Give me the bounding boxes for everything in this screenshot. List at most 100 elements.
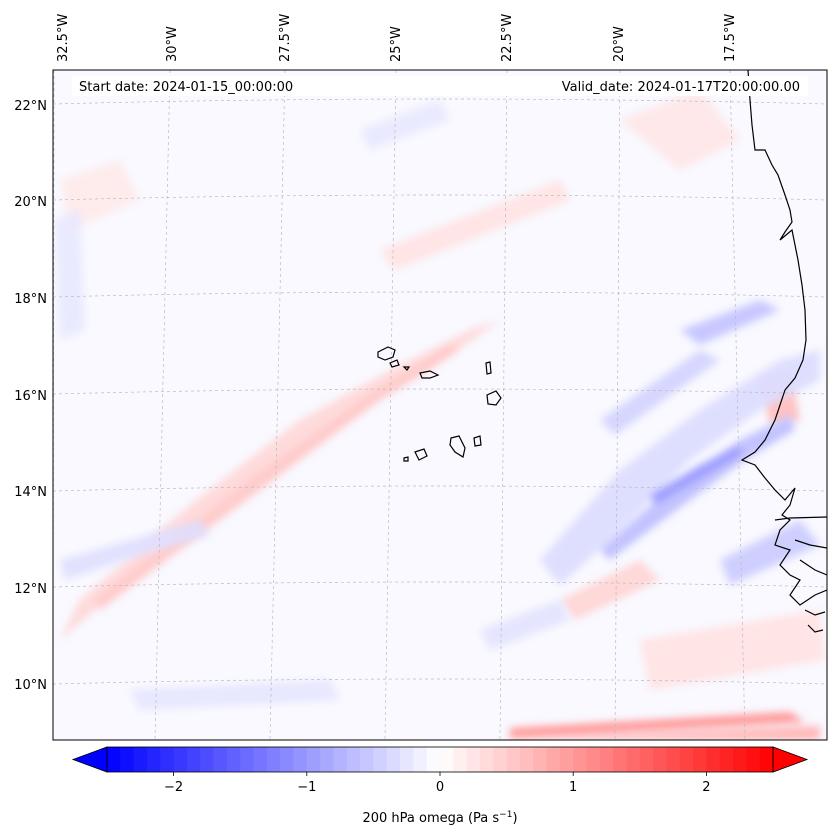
colorbar-cell — [373, 747, 388, 772]
lat-label-14n: 14°N — [14, 485, 47, 500]
colorbar-cell — [186, 747, 201, 772]
colorbar-cell — [693, 747, 707, 772]
colorbar-cell — [413, 747, 428, 772]
lat-label-18n: 18°N — [14, 292, 47, 307]
meridian-17-5w — [729, 70, 746, 740]
meridian-27-5w — [269, 70, 286, 740]
cape-verde-santa-luzia — [402, 366, 411, 371]
lon-label-27-5w: 27.5°W — [278, 14, 293, 62]
colorbar-tick-label: 1 — [569, 780, 577, 795]
colorbar-cell — [120, 747, 135, 772]
colorbar-cell — [666, 747, 681, 772]
colorbar-cell — [519, 747, 534, 772]
colorbar-cell — [346, 747, 361, 772]
meridian-25w — [384, 70, 397, 740]
parallel-16n — [53, 388, 827, 395]
date-header-box — [72, 76, 808, 96]
colorbar-cell — [453, 747, 468, 772]
map-frame — [52, 69, 828, 741]
parallel-20n — [53, 194, 827, 201]
cape-verde-sao-vicente — [389, 359, 400, 368]
lat-label-16n: 16°N — [14, 389, 47, 404]
colorbar-extend-max — [772, 746, 809, 773]
lon-label-30w: 30°W — [165, 26, 180, 62]
colorbar-tick-label: −2 — [164, 780, 183, 795]
colorbar-cell — [639, 747, 654, 772]
colorbar-cell — [173, 747, 188, 772]
colorbar-ticks: −2 −1 0 1 2 — [164, 772, 711, 795]
colorbar-tick-label: 0 — [436, 780, 444, 795]
parallel-22n — [53, 98, 827, 105]
omega-field-negative — [55, 100, 820, 710]
colorbar-cell — [320, 747, 334, 772]
latitude-labels: 22°N 20°N 18°N 16°N 14°N 12°N 10°N — [14, 99, 47, 693]
colorbar-cell — [426, 747, 441, 772]
colorbar-cell — [559, 747, 574, 772]
colorbar-cell — [146, 747, 161, 772]
start-date-label: Start date: 2024-01-15_00:00:00 — [79, 80, 293, 95]
colorbar-cell — [280, 747, 294, 772]
colorbar-cells — [107, 747, 774, 772]
colorbar-cell — [466, 747, 481, 772]
meridian-20w — [614, 70, 621, 740]
colorbar-label-close: ) — [512, 811, 517, 826]
colorbar-cell — [586, 747, 601, 772]
cape-verde-santiago — [449, 435, 466, 458]
colorbar-cell — [733, 747, 747, 772]
lon-label-25w: 25°W — [389, 26, 404, 62]
colorbar-cell — [360, 747, 374, 772]
lon-label-20w: 20°W — [612, 26, 627, 62]
colorbar-cell — [573, 747, 587, 772]
colorbar-cell — [160, 747, 174, 772]
cape-verde-santo-antao — [377, 346, 396, 361]
colorbar-cell — [759, 747, 774, 772]
omega-field — [55, 90, 825, 740]
cape-verde-sao-nicolau — [419, 370, 440, 379]
colorbar-cell — [386, 747, 401, 772]
parallel-18n — [53, 291, 827, 298]
colorbar-cell — [533, 747, 547, 772]
cape-verde-sal — [485, 361, 492, 375]
date-header: Start date: 2024-01-15_00:00:00 Valid_da… — [72, 76, 808, 96]
colorbar-cell — [746, 747, 761, 772]
colorbar-cell — [333, 747, 348, 772]
colorbar-cell — [653, 747, 667, 772]
colorbar-cell — [613, 747, 627, 772]
colorbar-extend-min — [71, 746, 108, 773]
colorbar-cell — [440, 747, 454, 772]
colorbar-cell — [493, 747, 507, 772]
colorbar-tick-label: −1 — [297, 780, 316, 795]
map-panel: Start date: 2024-01-15_00:00:00 Valid_da… — [52, 69, 828, 741]
colorbar: −2 −1 0 1 2 200 hPa omega (Pa s−1) — [71, 746, 809, 826]
colorbar-cell — [226, 747, 241, 772]
colorbar-cell — [400, 747, 414, 772]
colorbar-cell — [240, 747, 254, 772]
graticule — [53, 70, 827, 740]
colorbar-label-main: 200 hPa omega (Pa s — [362, 811, 499, 826]
lon-label-32-5w: 32.5°W — [56, 14, 71, 62]
lon-label-17-5w: 17.5°W — [723, 14, 738, 62]
parallel-10n — [53, 678, 827, 685]
west-africa-coastline — [740, 70, 827, 606]
colorbar-cell — [599, 747, 614, 772]
colorbar-cell — [626, 747, 641, 772]
colorbar-cell — [266, 747, 281, 772]
meridian-22-5w — [499, 70, 508, 740]
colorbar-label: 200 hPa omega (Pa s−1) — [362, 810, 517, 826]
coast-inlet — [774, 516, 827, 633]
coastlines — [377, 70, 827, 633]
colorbar-cell — [306, 747, 321, 772]
cape-verde-brava — [403, 456, 409, 462]
parallel-12n — [53, 581, 827, 588]
colorbar-cell — [213, 747, 228, 772]
colorbar-label-exponent: −1 — [499, 810, 512, 820]
colorbar-cell — [479, 747, 494, 772]
colorbar-cell — [546, 747, 561, 772]
colorbar-cell — [679, 747, 694, 772]
omega-field-positive — [60, 90, 825, 740]
cape-verde-boa-vista — [486, 390, 502, 406]
cape-verde-fogo — [414, 448, 428, 461]
colorbar-cell — [506, 747, 521, 772]
colorbar-cell — [293, 747, 308, 772]
